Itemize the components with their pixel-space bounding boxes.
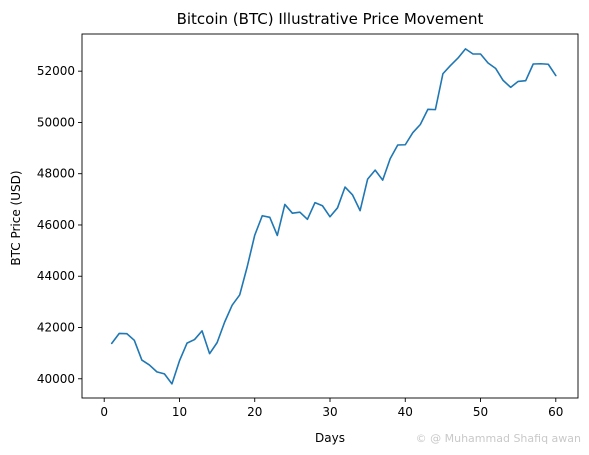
data-point <box>125 332 128 335</box>
series-line <box>110 48 557 385</box>
data-point <box>291 212 294 215</box>
data-point <box>411 131 414 134</box>
data-point <box>329 215 332 218</box>
chart-title: Bitcoin (BTC) Illustrative Price Movemen… <box>177 10 484 28</box>
data-point <box>419 123 422 126</box>
data-point <box>140 359 143 362</box>
data-point <box>133 339 136 342</box>
data-point <box>201 329 204 332</box>
data-point <box>359 209 362 212</box>
data-point <box>155 370 158 373</box>
data-point <box>472 52 475 55</box>
data-point <box>261 214 264 217</box>
data-point <box>238 293 241 296</box>
data-point <box>276 234 279 237</box>
y-axis-label: BTC Price (USD) <box>9 170 23 265</box>
y-tick-label: 46000 <box>37 218 75 232</box>
watermark-text: © @ Muhammad Shafiq awan <box>416 432 581 445</box>
data-point <box>313 201 316 204</box>
y-axis: 40000 42000 44000 46000 48000 50000 52000 <box>37 64 82 386</box>
x-tick-label: 20 <box>247 405 262 419</box>
x-tick-label: 10 <box>172 405 187 419</box>
data-point <box>344 186 347 189</box>
x-axis: 0 10 20 30 40 50 60 <box>100 398 563 419</box>
data-point <box>487 61 490 64</box>
data-point <box>216 341 219 344</box>
data-point <box>246 265 249 268</box>
data-point <box>389 157 392 160</box>
data-point <box>456 57 459 60</box>
data-point <box>539 62 542 65</box>
data-point <box>193 338 196 341</box>
data-point <box>381 179 384 182</box>
data-point <box>464 47 467 50</box>
data-point <box>509 86 512 89</box>
data-point <box>426 108 429 111</box>
data-point <box>148 363 151 366</box>
data-point <box>441 72 444 75</box>
data-point <box>524 79 527 82</box>
data-point <box>517 80 520 83</box>
data-point <box>336 206 339 209</box>
data-point <box>298 211 301 214</box>
data-point <box>449 64 452 67</box>
data-point <box>253 234 256 237</box>
data-point <box>374 169 377 172</box>
y-tick-label: 40000 <box>37 372 75 386</box>
data-point <box>494 67 497 70</box>
data-point <box>223 321 226 324</box>
x-tick-label: 30 <box>322 405 337 419</box>
data-point <box>231 304 234 307</box>
data-point <box>366 178 369 181</box>
data-point <box>434 108 437 111</box>
x-tick-label: 60 <box>548 405 563 419</box>
y-tick-label: 50000 <box>37 115 75 129</box>
data-point <box>268 216 271 219</box>
y-tick-label: 48000 <box>37 167 75 181</box>
data-point <box>479 52 482 55</box>
data-point <box>532 62 535 65</box>
data-point <box>163 372 166 375</box>
data-point <box>321 204 324 207</box>
data-point <box>283 203 286 206</box>
data-point <box>547 63 550 66</box>
x-tick-label: 0 <box>100 405 108 419</box>
data-point <box>306 218 309 221</box>
data-point <box>396 143 399 146</box>
data-point <box>118 332 121 335</box>
data-point <box>178 359 181 362</box>
y-tick-label: 44000 <box>37 269 75 283</box>
data-point <box>110 342 113 345</box>
data-point <box>502 79 505 82</box>
data-point <box>351 193 354 196</box>
x-tick-label: 50 <box>473 405 488 419</box>
y-tick-label: 52000 <box>37 64 75 78</box>
y-tick-label: 42000 <box>37 321 75 335</box>
series-layer <box>110 47 557 385</box>
data-point <box>185 342 188 345</box>
data-point <box>554 74 557 77</box>
data-point <box>404 143 407 146</box>
x-tick-label: 40 <box>398 405 413 419</box>
data-point <box>208 352 211 355</box>
data-point <box>170 382 173 385</box>
x-axis-label: Days <box>315 431 345 445</box>
